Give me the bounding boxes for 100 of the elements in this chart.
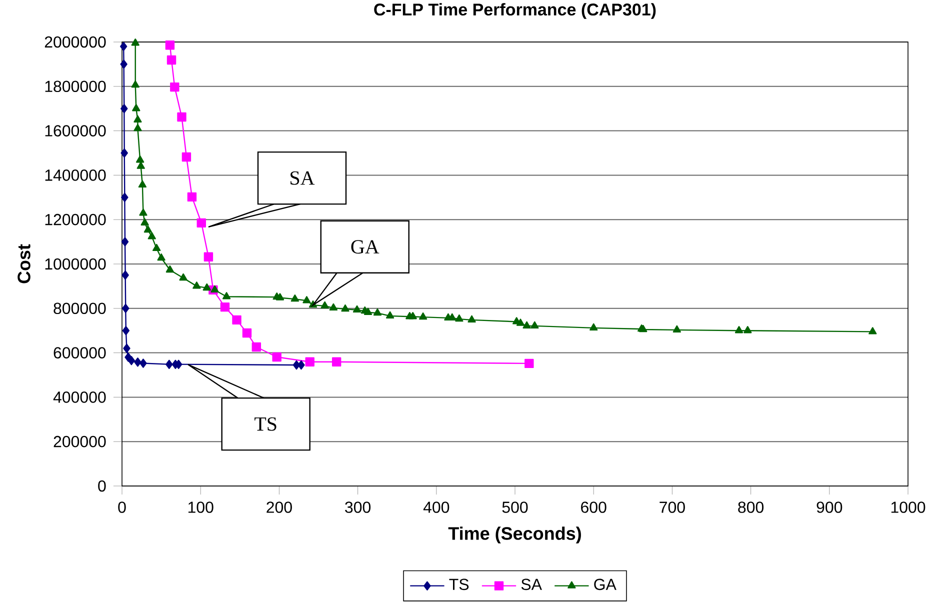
point (320, 301, 329, 309)
point (179, 273, 188, 281)
x-tick-label: 600 (581, 502, 606, 513)
chart-title: C-FLP Time Performance (CAP301) (374, 3, 656, 19)
point (166, 360, 173, 369)
point (341, 304, 350, 312)
point (590, 323, 598, 331)
point (152, 244, 161, 252)
x-tick-label: 800 (738, 502, 764, 513)
point (298, 360, 305, 370)
y-tick-label: 600000 (54, 347, 106, 358)
x-tick-label: 700 (660, 502, 685, 513)
point (131, 80, 140, 88)
point (516, 318, 525, 326)
point (524, 358, 534, 368)
legend-label: SA (521, 578, 542, 590)
point (134, 358, 142, 367)
y-tick-label: 1000000 (45, 258, 106, 270)
point (166, 265, 174, 273)
point (196, 218, 206, 228)
point (530, 321, 539, 329)
annotation: GA (351, 240, 380, 254)
point (302, 296, 311, 304)
point (140, 218, 149, 226)
point (138, 180, 146, 188)
x-tick-label: 1000 (891, 502, 926, 513)
y-tick-label: 2000000 (44, 36, 106, 48)
point (202, 283, 211, 291)
annotation: TS (254, 417, 276, 431)
x-tick-label: 500 (502, 502, 528, 513)
point (220, 302, 230, 312)
point (166, 55, 176, 65)
point (744, 326, 752, 334)
point (672, 325, 681, 333)
point (222, 292, 231, 300)
x-tick-label: 200 (266, 502, 292, 513)
x-tick-label: 100 (188, 502, 214, 513)
point (148, 232, 156, 240)
y-tick-label: 1600000 (45, 125, 106, 136)
x-tick-label: 400 (423, 502, 450, 513)
point (123, 344, 130, 353)
point (290, 294, 299, 302)
point (192, 282, 201, 289)
y-tick-label: 400000 (53, 392, 106, 403)
legend-label: GA (594, 578, 616, 590)
point (131, 38, 140, 46)
point (121, 192, 128, 202)
y-tick-label: 1800000 (45, 80, 106, 92)
point (136, 155, 144, 163)
point (386, 311, 394, 319)
point (276, 293, 284, 300)
point (305, 357, 314, 366)
point (408, 312, 417, 320)
point (144, 225, 152, 233)
point (136, 162, 145, 169)
point (252, 342, 262, 352)
point (418, 312, 428, 320)
point (120, 104, 128, 114)
point (134, 124, 142, 132)
point (170, 82, 180, 92)
point (734, 326, 744, 334)
legend-label: TS (449, 578, 469, 590)
y-tick-label: 800000 (54, 302, 106, 314)
y-tick-label: 1400000 (45, 170, 106, 181)
point (139, 208, 148, 216)
point (157, 253, 166, 261)
x-tick-label: 300 (345, 502, 371, 513)
point (468, 315, 476, 323)
point (232, 315, 242, 325)
point (122, 326, 130, 336)
x-axis-title: Time (Seconds) (448, 526, 581, 544)
y-tick-label: 0 (98, 480, 106, 492)
point (134, 115, 142, 123)
point (128, 356, 136, 366)
point (868, 327, 877, 334)
point (187, 192, 197, 202)
point (122, 304, 130, 313)
point (204, 252, 214, 262)
point (120, 42, 128, 52)
point (165, 40, 175, 50)
y-tick-label: 200000 (54, 436, 106, 448)
y-tick-label: 1200000 (45, 214, 106, 226)
x-tick-label: 900 (816, 502, 842, 513)
point (140, 358, 147, 368)
point (122, 270, 129, 280)
annotation: SA (290, 171, 315, 185)
point (132, 104, 140, 112)
point (455, 314, 464, 322)
point (332, 357, 342, 366)
point (120, 148, 128, 158)
point (242, 328, 252, 338)
x-tick-label: 0 (118, 502, 126, 513)
point (177, 112, 186, 122)
point (373, 308, 382, 316)
point (522, 321, 531, 329)
point (329, 303, 338, 311)
point (352, 305, 362, 313)
point (121, 237, 129, 246)
y-axis-title: Cost (18, 244, 30, 284)
point (272, 352, 282, 362)
